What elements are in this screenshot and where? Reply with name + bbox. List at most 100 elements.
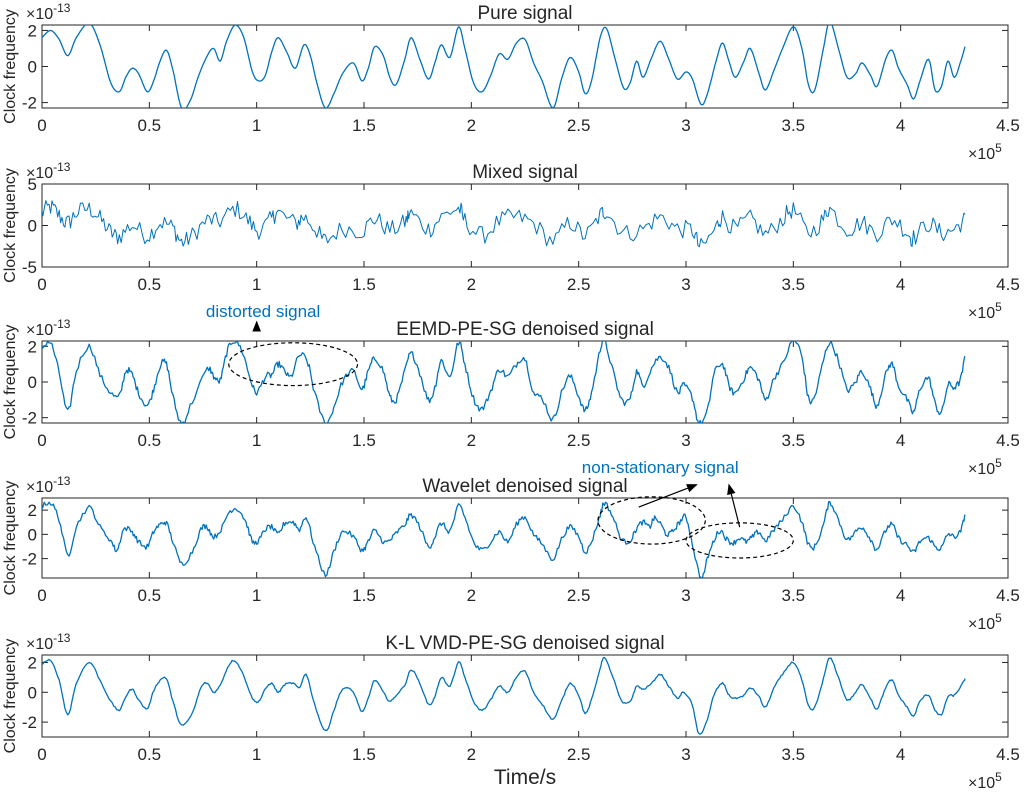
x-tick-label: 2	[467, 431, 476, 450]
x-tick-label: 3	[681, 116, 690, 135]
y-tick-label: 0	[28, 217, 37, 236]
y-exponent: ×10-13	[26, 1, 71, 23]
x-tick-label: 0	[37, 116, 46, 135]
x-tick-label: 1.5	[352, 431, 376, 450]
annotation-arrow	[727, 483, 741, 528]
y-tick-label: 2	[28, 501, 37, 520]
y-axis-label: Clock frequency	[2, 481, 19, 596]
subplot-title: Pure signal	[477, 3, 572, 24]
x-exponent: ×105	[968, 141, 1002, 163]
x-axis-label: Time/s	[494, 766, 556, 789]
y-axis-label: Clock frequency	[2, 325, 19, 440]
x-tick-label: 2.5	[567, 431, 591, 450]
x-tick-label: 4	[896, 116, 905, 135]
x-tick-label: 0.5	[138, 586, 162, 605]
x-tick-label: 2	[467, 586, 476, 605]
y-tick-label: 5	[28, 175, 37, 194]
axes-frame	[41, 497, 1009, 579]
subplot-title: EEMD-PE-SG denoised signal	[396, 319, 654, 340]
series-line	[42, 25, 966, 108]
x-tick-label: 4	[896, 431, 905, 450]
x-tick-label: 2.5	[567, 116, 591, 135]
subplot-2: 0 0.5 1 1.5 2 2.5 3 3.5 4 4.550-5×10-13×105Mixed …	[2, 160, 1020, 322]
axes-frame	[41, 654, 1009, 738]
x-tick-label: 4.5	[996, 745, 1020, 764]
subplot-3: 0 0.5 1 1.5 2 2.5 3 3.5 4 4.520-2×10-13×105EEMD-P…	[2, 302, 1020, 478]
y-axis-label: Clock frequency	[2, 639, 19, 754]
x-tick-label: 2.5	[567, 745, 591, 764]
axes-frame	[41, 340, 1009, 424]
x-tick-label: 3.5	[782, 586, 806, 605]
x-tick-label: 1.5	[352, 116, 376, 135]
x-tick-label: 1	[252, 275, 261, 294]
axes-frame	[41, 183, 1009, 268]
x-tick-label: 0	[37, 275, 46, 294]
x-tick-label: 3	[681, 586, 690, 605]
x-tick-label: 1.5	[352, 586, 376, 605]
x-tick-label: 4	[896, 275, 905, 294]
series-line	[42, 200, 966, 248]
x-exponent: ×105	[968, 300, 1002, 322]
x-tick-label: 4.5	[996, 586, 1020, 605]
x-tick-label: 1	[252, 116, 261, 135]
subplot-4: 0 0.5 1 1.5 2 2.5 3 3.5 4 4.520-2×10-13×105Wavele…	[2, 458, 1020, 633]
annotation-label: distorted signal	[206, 302, 320, 321]
x-tick-label: 3.5	[782, 745, 806, 764]
subplot-title: Wavelet denoised signal	[422, 476, 627, 497]
x-tick-label: 4	[896, 586, 905, 605]
x-tick-label: 4.5	[996, 116, 1020, 135]
x-tick-label: 1	[252, 586, 261, 605]
x-tick-label: 2.5	[567, 586, 591, 605]
y-tick-label: 0	[28, 525, 37, 544]
x-tick-label: 2	[467, 116, 476, 135]
y-exponent: ×10-13	[26, 631, 71, 653]
x-tick-label: 3.5	[782, 275, 806, 294]
y-tick-label: 0	[28, 683, 37, 702]
y-tick-label: 2	[28, 653, 37, 672]
x-tick-label: 3	[681, 431, 690, 450]
x-tick-label: 0	[37, 745, 46, 764]
y-tick-label: -2	[22, 713, 37, 732]
y-tick-label: 0	[28, 58, 37, 77]
y-axis-label: Clock frequency	[2, 168, 19, 283]
x-tick-label: 0.5	[138, 116, 162, 135]
y-tick-label: 2	[28, 21, 37, 40]
x-tick-label: 0	[37, 586, 46, 605]
x-tick-label: 1.5	[352, 275, 376, 294]
x-exponent: ×105	[968, 456, 1002, 478]
annotation-label: non-stationary signal	[582, 458, 739, 477]
y-tick-label: -2	[22, 409, 37, 428]
series-line	[42, 341, 966, 423]
series-line	[42, 656, 966, 735]
annotation-ellipse	[228, 342, 359, 387]
y-tick-label: -5	[22, 258, 37, 277]
y-tick-label: -2	[22, 94, 37, 113]
annotation-ellipse	[685, 522, 794, 559]
x-tick-label: 3.5	[782, 116, 806, 135]
x-exponent: ×105	[968, 611, 1002, 633]
x-tick-label: 4.5	[996, 275, 1020, 294]
subplot-title: K-L VMD-PE-SG denoised signal	[385, 633, 664, 654]
y-tick-label: 0	[28, 373, 37, 392]
axes-frame	[41, 24, 1009, 109]
x-tick-label: 2.5	[567, 275, 591, 294]
x-tick-label: 4.5	[996, 431, 1020, 450]
annotation-arrow	[638, 484, 698, 508]
y-axis-label: Clock frequency	[2, 9, 19, 124]
x-tick-label: 2	[467, 745, 476, 764]
x-tick-label: 0.5	[138, 745, 162, 764]
y-exponent: ×10-13	[26, 474, 71, 496]
x-tick-label: 2	[467, 275, 476, 294]
x-exponent: ×105	[968, 770, 1002, 792]
x-tick-label: 1	[252, 431, 261, 450]
subplot-title: Mixed signal	[472, 162, 578, 183]
y-tick-label: -2	[22, 550, 37, 569]
x-tick-label: 1	[252, 745, 261, 764]
y-tick-label: 2	[28, 337, 37, 356]
x-tick-label: 0.5	[138, 431, 162, 450]
x-tick-label: 0.5	[138, 275, 162, 294]
series-line	[42, 500, 966, 578]
x-tick-label: 3	[681, 275, 690, 294]
